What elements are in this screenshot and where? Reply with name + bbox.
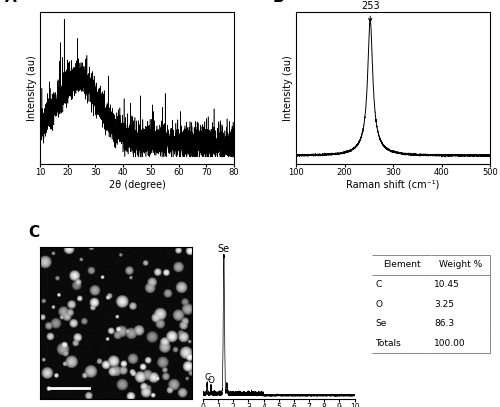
Text: C: C: [204, 372, 210, 382]
X-axis label: Raman shift (cm⁻¹): Raman shift (cm⁻¹): [346, 180, 440, 190]
Text: Se: Se: [218, 244, 230, 254]
Text: A: A: [5, 0, 17, 4]
Text: O: O: [208, 376, 214, 385]
Text: C: C: [28, 225, 39, 240]
Y-axis label: Intensity (au): Intensity (au): [27, 55, 37, 121]
Y-axis label: Intensity (au): Intensity (au): [284, 55, 294, 121]
Text: B: B: [273, 0, 284, 4]
Text: 253: 253: [361, 0, 380, 22]
X-axis label: 2θ (degree): 2θ (degree): [108, 180, 166, 190]
